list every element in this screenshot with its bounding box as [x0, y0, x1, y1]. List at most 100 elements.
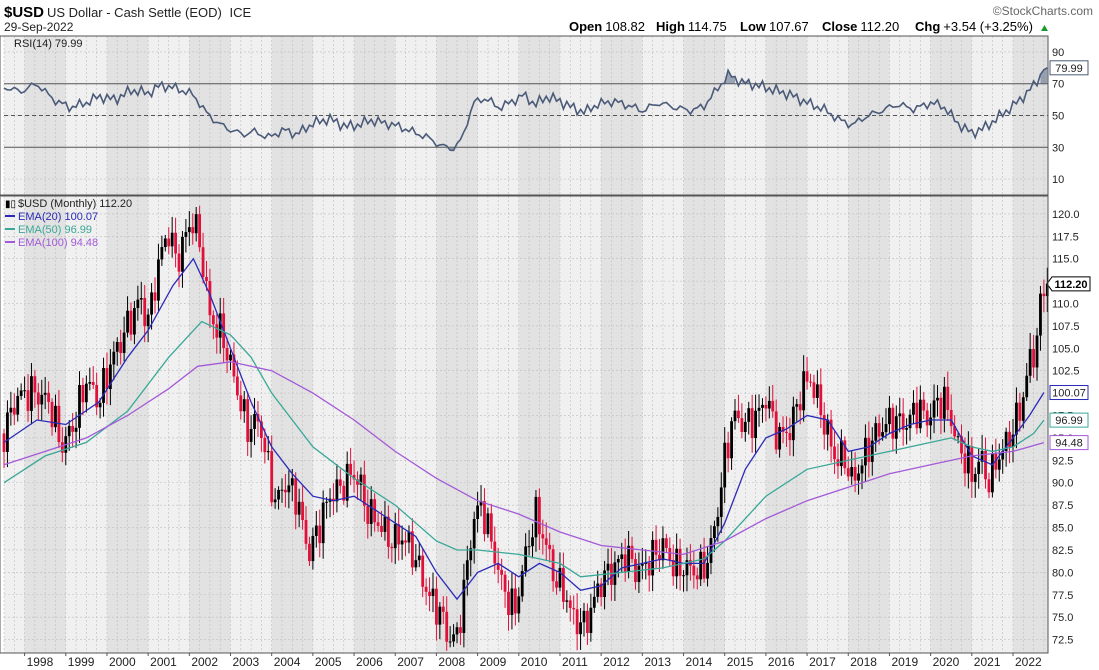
candle-body: [620, 554, 624, 559]
candle-body: [81, 384, 85, 403]
high-value: 114.75: [688, 19, 727, 34]
x-tick-label: 2018: [850, 655, 877, 669]
candle-body: [966, 446, 970, 474]
candle-body: [1018, 402, 1022, 421]
chg-value: +3.54 (+3.25%): [943, 19, 1033, 34]
candle-body: [126, 310, 129, 333]
candle-body: [338, 479, 342, 486]
candle-body: [833, 446, 836, 460]
candle-body: [1001, 450, 1005, 460]
candle-body: [380, 525, 383, 532]
x-tick-label: 2008: [438, 655, 465, 669]
candle-body: [905, 428, 909, 430]
candle-body: [826, 419, 830, 435]
candle-body: [743, 421, 747, 433]
candle-body: [253, 414, 256, 429]
candle-body: [671, 559, 675, 577]
candle-body: [695, 575, 699, 580]
candle-body: [201, 247, 205, 277]
price-tick-label: 115.0: [1052, 254, 1079, 266]
date-label: 29-Sep-2022: [4, 20, 74, 34]
candle-body: [802, 371, 806, 411]
candle-body: [266, 451, 270, 453]
up-arrow-icon: [1041, 25, 1048, 31]
candle-body: [953, 426, 957, 437]
candle-body: [867, 437, 871, 462]
x-tick-label: 2000: [109, 655, 136, 669]
candle-body: [218, 313, 222, 338]
rsi-value-box: [1049, 60, 1089, 76]
security-name: US Dollar - Cash Settle (EOD): [47, 5, 222, 20]
candle-body: [54, 405, 57, 428]
candle-body: [119, 342, 123, 353]
x-tick-label: 2002: [191, 655, 218, 669]
candle-body: [6, 412, 9, 452]
candle-body: [860, 465, 864, 474]
candle-body: [390, 546, 394, 549]
candle-body: [19, 390, 23, 396]
candle-body: [853, 467, 857, 481]
candle-body: [544, 538, 548, 545]
candle-body: [579, 622, 582, 635]
x-axis: 1998 1999 2000 2001 2002 2003 2004 2005 2006 2007…: [24, 653, 1042, 669]
candle-body: [520, 571, 524, 597]
candle-body: [459, 627, 462, 633]
candle-body: [997, 459, 1001, 470]
candle-body: [273, 499, 277, 503]
candle-body: [757, 407, 761, 411]
candle-body: [764, 404, 768, 409]
candle-body: [297, 501, 301, 515]
candle-body: [912, 402, 915, 415]
candle-body: [843, 440, 847, 469]
candle-body: [726, 442, 730, 459]
candle-body: [136, 299, 140, 309]
candle-body: [483, 501, 486, 535]
price-value-label: 112.20: [1054, 279, 1087, 291]
price-tick-label: 110.0: [1052, 299, 1079, 311]
chg-label: Chg: [915, 19, 940, 34]
candle-body: [874, 423, 878, 441]
candle-body: [78, 384, 81, 428]
candle-body: [610, 563, 613, 585]
candle-body: [946, 386, 950, 410]
candle-body: [102, 368, 105, 403]
candle-body: [349, 463, 353, 475]
x-tick-label: 2011: [562, 655, 588, 669]
candle-body: [925, 410, 929, 426]
x-tick-label: 2015: [727, 655, 754, 669]
candle-body: [877, 423, 881, 437]
candle-body: [369, 499, 373, 524]
candle-body: [630, 545, 634, 560]
price-tick-label: 87.5: [1052, 500, 1073, 512]
ema-line-1: [3, 257, 1045, 601]
candle-body: [970, 446, 974, 482]
candle-body: [115, 342, 119, 352]
open-label: Open: [569, 19, 602, 34]
candle-body: [438, 606, 442, 625]
x-tick-label: 2020: [933, 655, 960, 669]
candle-body: [761, 404, 764, 408]
legend-entry: EMA(50) 96.99: [18, 224, 92, 236]
candle-body: [304, 520, 308, 544]
candle-body: [510, 588, 514, 615]
low-value: 107.67: [769, 19, 809, 34]
candle-body: [270, 451, 274, 503]
candle-body: [881, 432, 884, 437]
candle-body: [91, 382, 95, 385]
candle-body: [606, 563, 610, 571]
candle-body: [822, 415, 826, 435]
candle-body: [235, 376, 239, 396]
candle-body: [1039, 293, 1042, 336]
candle-body: [417, 555, 421, 561]
candle-body: [654, 539, 658, 555]
candle-body: [980, 450, 984, 462]
candle-body: [864, 437, 867, 466]
open-value: 108.82: [605, 19, 645, 34]
candle-body: [428, 591, 431, 597]
candle-body: [939, 397, 943, 419]
candle-body: [541, 534, 545, 539]
x-tick-label: 2009: [480, 655, 507, 669]
candle-body: [682, 575, 685, 577]
candle-body: [479, 501, 483, 506]
candle-body: [664, 538, 668, 548]
